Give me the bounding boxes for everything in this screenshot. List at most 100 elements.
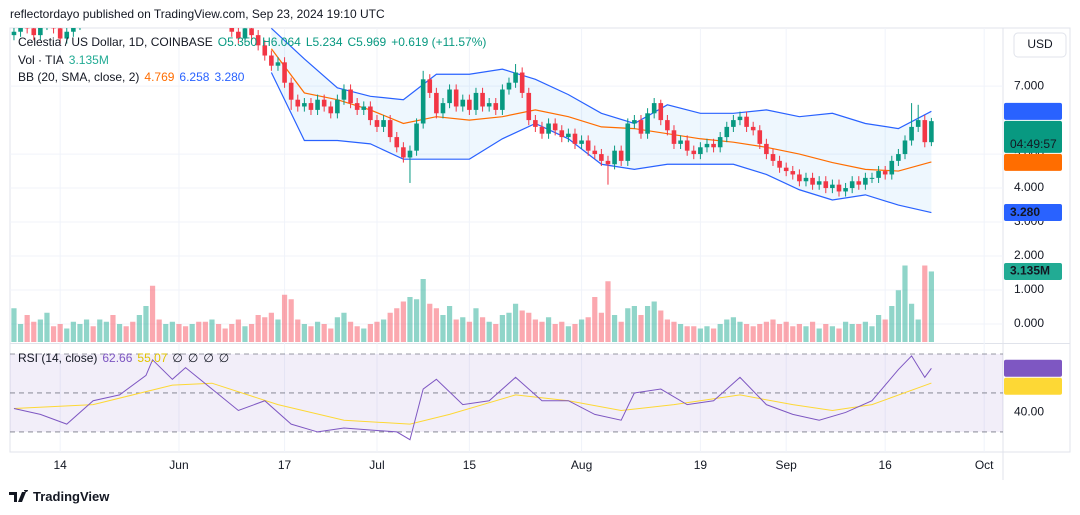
volume-bar [70,321,76,342]
volume-bar [757,324,763,342]
y-tick-label: 2.000 [1014,248,1044,262]
volume-bar [24,315,30,342]
candle-body [242,28,248,39]
brand: TradingView [33,489,110,504]
volume-bar [255,315,261,342]
rsi-value: 55.07 [137,351,168,365]
volume-bar [506,312,512,342]
candle-body [533,120,538,127]
ohlc: H6.064 [262,35,301,49]
volume-bar [664,319,670,342]
candle-body [876,171,881,178]
volume-bar [420,279,426,342]
candle-body [869,177,875,179]
volume-bar [427,303,433,342]
candle-body [255,35,261,46]
volume-bar [902,265,908,342]
volume-bar [598,312,604,342]
volume-bar [849,324,855,342]
candle-body [665,120,670,131]
candle-body [295,99,301,107]
candle-body [922,120,928,143]
volume-bar [638,315,644,342]
volume-bar [209,319,215,342]
volume-bar [578,319,585,342]
candle-body [592,150,598,155]
candle-body [453,89,459,107]
volume-bar [301,324,307,342]
candle-body [770,154,776,161]
volume-bar [242,326,248,342]
candle-body [526,92,532,121]
price-tag [1004,377,1062,395]
volume-bar [658,310,664,342]
volume-bar [262,317,268,342]
volume-bar [44,312,50,342]
x-tick-label: Aug [571,458,592,472]
volume-bar [466,321,472,342]
volume-bar [869,326,875,342]
volume-bar [400,301,406,342]
candle-body [467,99,472,110]
volume-bar [704,326,710,342]
candle-body [440,103,446,114]
candle-body [229,28,235,32]
candle-body [645,113,650,134]
candle-body [513,72,518,83]
candle-body [684,140,690,151]
volume-bar [816,328,822,342]
currency-button[interactable] [1013,32,1067,58]
candle-body [275,62,281,66]
volume-bar [413,299,420,342]
volume-bar [836,328,842,342]
volume-bar [17,324,24,342]
volume-bar [829,326,835,342]
y-tick-label: 1.000 [1014,282,1044,296]
volume-bar [248,324,255,342]
volume-bar [770,319,776,342]
candle-body [698,147,703,155]
volume-bar [724,319,730,342]
candle-body [321,99,327,107]
rsi-value: ∅ [203,351,214,365]
volume-bar [790,326,796,342]
volume-bar [928,271,934,342]
volume-bar [321,324,327,342]
candle-body [638,120,644,134]
volume-bar [677,324,684,342]
legend-main: Celestia / US Dollar, 1D, COINBASE O5.35… [18,35,486,49]
volume-bar [572,324,578,342]
volume-bar [156,319,162,342]
volume-bar [433,308,439,342]
x-tick-label: Jun [169,458,188,472]
volume-bar [644,306,651,342]
volume-bar [730,317,736,342]
candle-body [750,126,756,131]
candle-body [288,82,294,100]
bb-basis [270,48,932,172]
x-tick-label: 19 [694,458,708,472]
rsi-value: 62.66 [102,351,133,365]
candle-body [843,188,848,192]
rsi-tick-label: 40.00 [1014,405,1044,419]
volume-bar [737,321,743,342]
candle-body [744,116,749,127]
candle-body [486,103,492,107]
candle-body [816,181,822,185]
bb-value: 3.280 [214,70,245,84]
volume-bar [605,281,611,342]
volume-bar [314,321,321,342]
candle-body [236,31,241,39]
volume-bar [697,328,703,342]
volume-bar [328,328,334,342]
volume-bar [354,326,360,342]
candle-body [506,82,512,90]
candle-body [579,140,584,144]
volume-bar [592,297,598,342]
volume-bar [512,303,519,342]
candle-body [803,177,809,182]
candle-body [354,103,360,110]
volume-bar [915,319,921,342]
volume-bar [341,312,347,342]
volume-bar [334,317,340,342]
